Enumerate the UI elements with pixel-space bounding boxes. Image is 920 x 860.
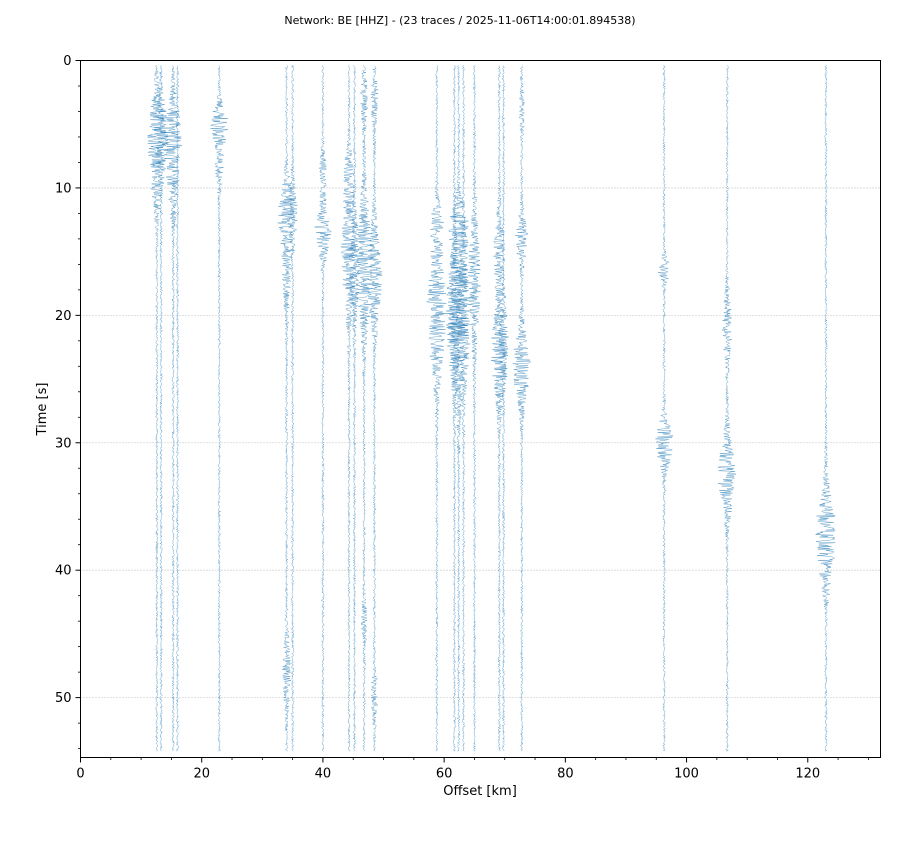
trace-16 bbox=[175, 65, 180, 752]
trace-69.8 bbox=[497, 65, 509, 752]
x-tick-label-120: 120 bbox=[795, 767, 820, 782]
trace-group bbox=[147, 65, 836, 752]
trace-12.6 bbox=[147, 65, 167, 752]
trace-96.3 bbox=[655, 65, 674, 752]
plot-frame bbox=[80, 60, 881, 758]
y-tick-label-30: 30 bbox=[55, 436, 72, 451]
trace-40 bbox=[314, 65, 333, 752]
trace-63.2 bbox=[455, 65, 472, 752]
trace-62.4 bbox=[448, 65, 470, 752]
x-tick-label-40: 40 bbox=[315, 767, 332, 782]
trace-106.7 bbox=[717, 65, 737, 752]
trace-61.7 bbox=[445, 65, 462, 752]
x-axis: 0 20 40 60 80 100 120 bbox=[76, 757, 869, 782]
y-tick-label-10: 10 bbox=[55, 181, 72, 196]
trace-69.1 bbox=[490, 65, 509, 752]
trace-13.3 bbox=[153, 65, 169, 752]
trace-45.2 bbox=[348, 65, 360, 752]
y-tick-label-40: 40 bbox=[55, 564, 72, 579]
trace-35 bbox=[287, 65, 298, 752]
y-tick-label-20: 20 bbox=[55, 309, 72, 324]
x-tick-label-20: 20 bbox=[193, 767, 210, 782]
grid-lines bbox=[80, 187, 881, 699]
y-axis: 0 10 20 30 40 50 bbox=[55, 54, 81, 749]
trace-48.5 bbox=[367, 65, 383, 752]
trace-65 bbox=[467, 65, 481, 752]
trace-58.8 bbox=[426, 65, 447, 752]
x-axis-label: Offset [km] bbox=[443, 784, 517, 799]
trace-44.3 bbox=[340, 65, 358, 752]
y-tick-label-50: 50 bbox=[55, 691, 72, 706]
chart-title: Network: BE [HHZ] - (23 traces / 2025-11… bbox=[284, 14, 635, 27]
y-axis-label: Time [s] bbox=[35, 383, 50, 437]
trace-46.8 bbox=[354, 65, 373, 752]
trace-72.8 bbox=[512, 65, 532, 752]
x-tick-label-100: 100 bbox=[674, 767, 699, 782]
y-tick-label-0: 0 bbox=[63, 54, 71, 69]
trace-123 bbox=[815, 65, 836, 752]
x-tick-label-60: 60 bbox=[436, 767, 453, 782]
x-tick-label-80: 80 bbox=[557, 767, 574, 782]
trace-22.9 bbox=[209, 65, 229, 752]
trace-15.3 bbox=[163, 65, 183, 752]
trace-34 bbox=[277, 65, 296, 752]
x-tick-label-0: 0 bbox=[76, 767, 84, 782]
